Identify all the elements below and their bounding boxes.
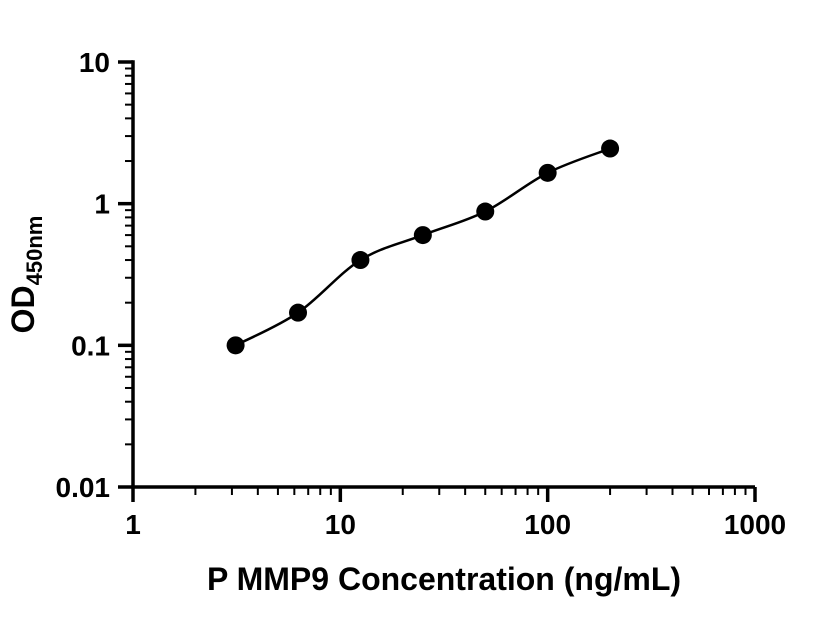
- x-tick-label: 100: [524, 509, 571, 540]
- x-tick-label: 1: [125, 509, 141, 540]
- y-tick-label: 0.01: [56, 472, 111, 503]
- data-point: [538, 163, 557, 182]
- y-tick-label: 1: [94, 189, 110, 220]
- data-point: [413, 226, 432, 245]
- data-point: [351, 251, 370, 270]
- data-point: [601, 139, 620, 158]
- x-tick-label: 10: [325, 509, 356, 540]
- y-axis-title: OD450nm: [5, 216, 47, 334]
- y-tick-label: 0.1: [71, 330, 110, 361]
- y-axis-title-base: OD: [5, 285, 41, 333]
- y-tick-label: 10: [79, 47, 110, 78]
- data-point: [476, 202, 495, 221]
- data-point: [226, 336, 245, 355]
- data-point: [289, 303, 308, 322]
- x-tick-label: 1000: [724, 509, 786, 540]
- x-axis-title: P MMP9 Concentration (ng/mL): [207, 561, 681, 597]
- y-axis-title-subscript: 450nm: [22, 216, 47, 286]
